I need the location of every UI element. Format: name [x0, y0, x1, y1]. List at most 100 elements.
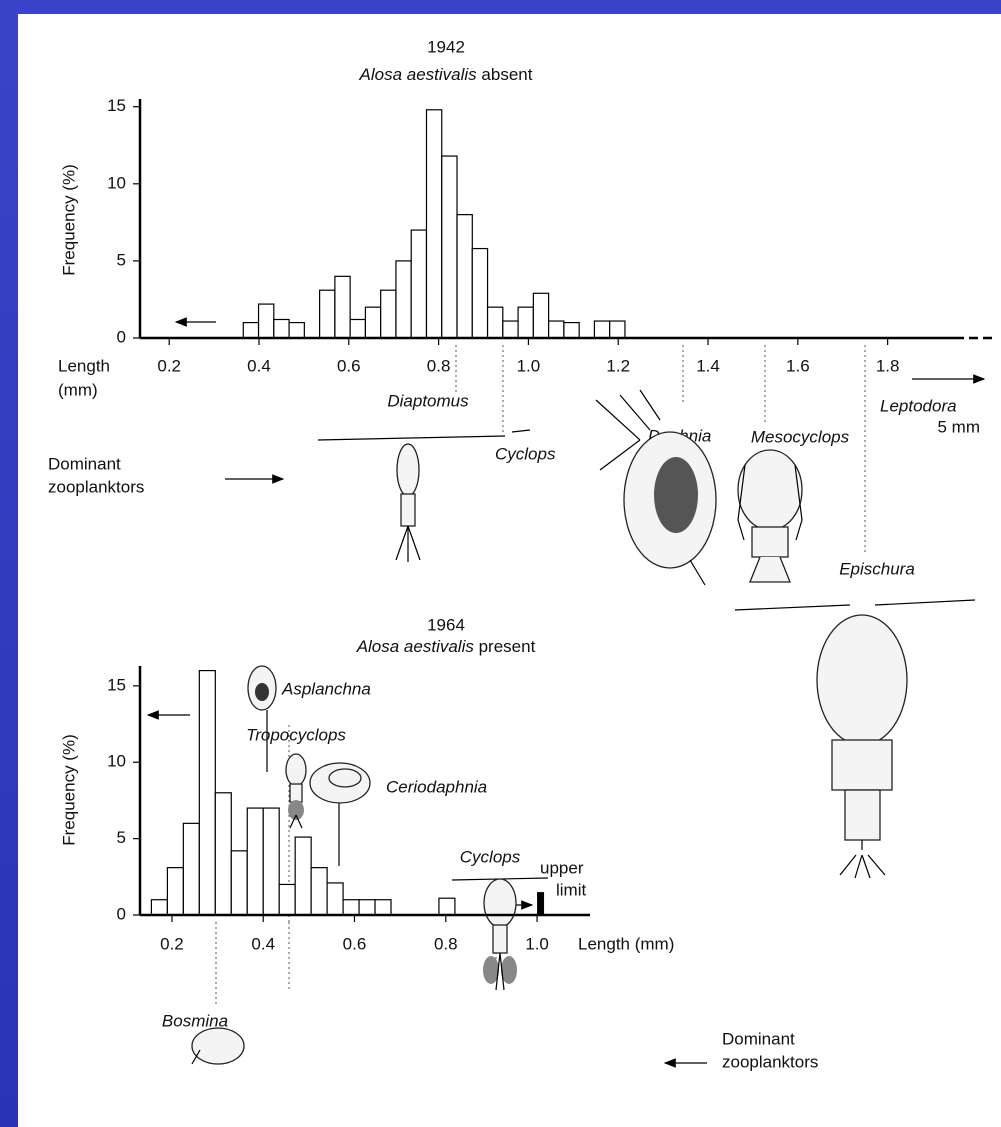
bar	[294, 836, 312, 916]
chart-subtitle: Alosa aestivalis present	[356, 637, 536, 656]
x-tick-label: 0.2	[160, 934, 184, 953]
x-tick-label: 0.6	[337, 356, 361, 375]
ceriodaphnia-drawing	[309, 762, 371, 804]
x-tick-label: 0.6	[343, 934, 367, 953]
bar	[166, 867, 184, 916]
upper-limit-label: limit	[556, 880, 586, 899]
daphnia-drawing	[595, 389, 717, 586]
bar	[214, 792, 232, 916]
organism-label: Diaptomus	[387, 391, 469, 410]
mesocyclops-drawing	[737, 449, 803, 583]
bar	[334, 275, 351, 339]
organism-label: Asplanchna	[281, 679, 371, 698]
y-tick-label: 0	[117, 327, 126, 346]
bar	[262, 807, 280, 916]
x-tick-label: 0.2	[157, 356, 181, 375]
x-tick-label: 1.2	[606, 356, 630, 375]
bar	[198, 669, 216, 916]
subtitle-status: present	[479, 637, 536, 656]
bar	[326, 882, 344, 916]
bar	[150, 899, 168, 916]
subtitle-status: absent	[481, 65, 532, 84]
x-tick-label: 1.4	[696, 356, 720, 375]
x-tick-label: 1.0	[525, 934, 549, 953]
bar	[342, 899, 360, 916]
organism-label: Cyclops	[495, 444, 556, 463]
bar	[410, 229, 428, 339]
asplanchna-drawing	[247, 665, 277, 711]
bar	[273, 318, 290, 339]
bar	[471, 247, 489, 339]
x-axis-label: Length	[58, 356, 110, 375]
upper-limit-label: upper	[540, 858, 584, 877]
bar	[593, 320, 611, 339]
y-tick-label: 15	[107, 96, 126, 115]
diaptomus-drawing	[317, 435, 506, 562]
organism-label: Tropocyclops	[246, 725, 346, 744]
bar	[364, 306, 382, 339]
dominant-label: zooplanktors	[722, 1052, 818, 1071]
bar	[358, 899, 376, 916]
x-axis-label: (mm)	[58, 380, 98, 399]
bar	[319, 289, 336, 339]
bar	[486, 306, 504, 339]
bar	[288, 321, 305, 339]
bar	[374, 899, 392, 916]
bar	[242, 321, 260, 339]
organism-label: Ceriodaphnia	[386, 777, 487, 796]
bar	[425, 109, 443, 339]
x-tick-label: 0.8	[427, 356, 451, 375]
bar	[246, 807, 264, 916]
bar	[456, 214, 473, 339]
organism-label: Epischura	[839, 559, 915, 578]
bar	[563, 321, 580, 339]
y-tick-label: 15	[107, 675, 126, 694]
tropocyclops-drawing	[285, 753, 307, 829]
bar	[395, 260, 412, 339]
cyclops-drawing	[511, 429, 531, 433]
x-tick-label: 0.4	[247, 356, 271, 375]
bar	[502, 320, 519, 339]
upper-limit-bar	[537, 892, 545, 915]
dominant-label: zooplanktors	[48, 477, 144, 496]
y-tick-label: 5	[117, 828, 126, 847]
epischura-drawing	[734, 599, 976, 879]
bar	[548, 320, 565, 339]
organism-label: Bosmina	[162, 1011, 228, 1030]
size-note: 5 mm	[938, 417, 981, 436]
bar	[441, 155, 458, 339]
bar	[609, 320, 626, 339]
x-tick-label: 0.8	[434, 934, 458, 953]
bar	[517, 306, 534, 339]
x-tick-label: 1.0	[517, 356, 541, 375]
bosmina-drawing	[191, 1027, 245, 1065]
bar	[438, 897, 456, 916]
bar	[230, 850, 248, 916]
y-axis-label: Frequency (%)	[59, 734, 78, 845]
y-tick-label: 0	[117, 904, 126, 923]
y-tick-label: 5	[117, 250, 126, 269]
bar	[349, 318, 367, 339]
bar	[182, 822, 200, 916]
y-tick-label: 10	[107, 173, 126, 192]
subtitle-species: Alosa aestivalis	[356, 637, 475, 656]
chart-title: 1964	[427, 615, 465, 634]
organism-label: Leptodora	[880, 396, 957, 415]
dominant-label: Dominant	[722, 1029, 795, 1048]
chart-title: 1942	[427, 37, 465, 56]
bar	[310, 867, 328, 916]
y-tick-label: 10	[107, 752, 126, 771]
x-tick-label: 1.6	[786, 356, 810, 375]
dominant-label: Dominant	[48, 454, 121, 473]
x-tick-label: 1.8	[876, 356, 900, 375]
organism-label: Cyclops	[460, 847, 521, 866]
organism-label: Mesocyclops	[751, 427, 850, 446]
x-axis-label: Length (mm)	[578, 934, 674, 953]
bar	[278, 883, 296, 916]
subtitle-species: Alosa aestivalis	[359, 65, 478, 84]
panel	[18, 14, 1001, 1127]
bar	[257, 303, 275, 339]
bar	[380, 289, 397, 339]
